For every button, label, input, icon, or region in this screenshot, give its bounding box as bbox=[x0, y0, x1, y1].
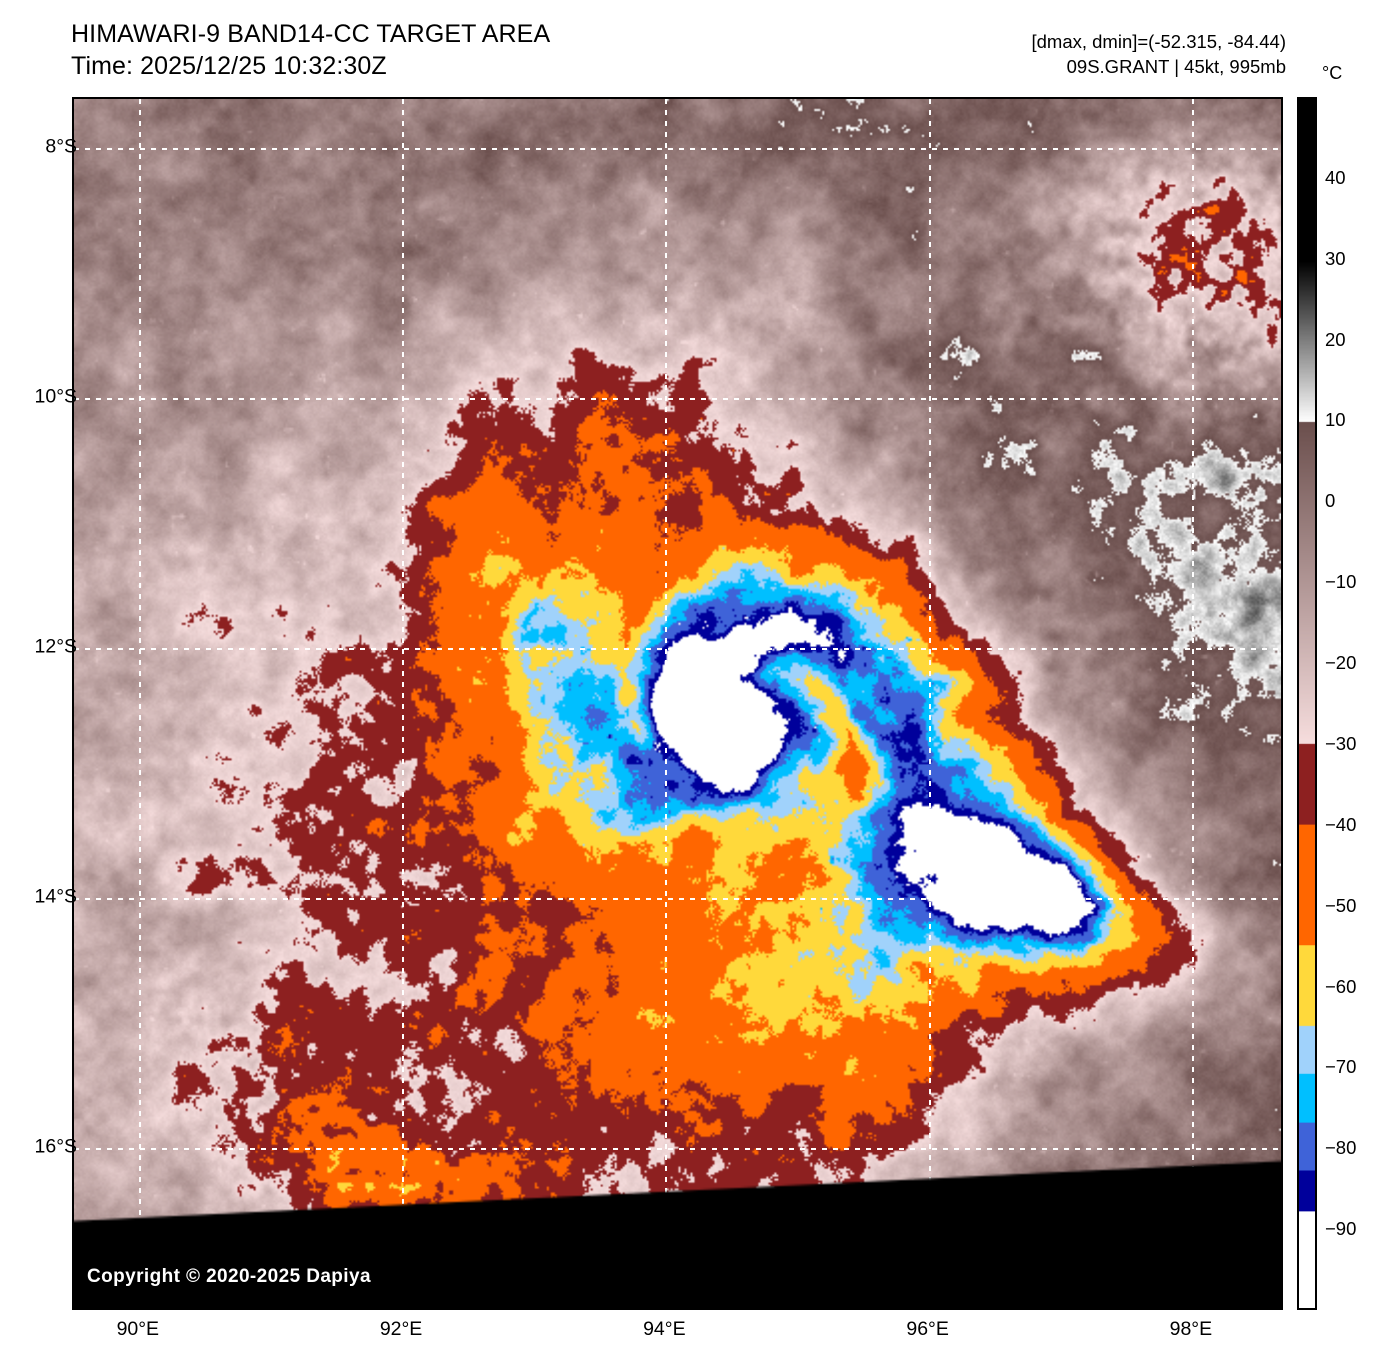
x-tick-label-92: 92°E bbox=[379, 1318, 423, 1340]
satellite-imagery-canvas bbox=[74, 99, 1281, 1308]
colorbar-tick-30: 30 bbox=[1325, 247, 1346, 269]
x-tick-label-96: 96°E bbox=[906, 1318, 949, 1340]
colorbar-tick--50: −50 bbox=[1325, 894, 1357, 916]
timestamp: Time: 2025/12/25 10:32:30Z bbox=[71, 52, 387, 80]
colorbar-gradient bbox=[1299, 99, 1315, 1308]
copyright-notice: Copyright © 2020-2025 Dapiya bbox=[87, 1266, 371, 1287]
colorbar-tick--20: −20 bbox=[1325, 652, 1357, 674]
colorbar-tick--90: −90 bbox=[1325, 1218, 1357, 1240]
y-tick-label-8: 8°S bbox=[45, 135, 77, 158]
colorbar-tick-0: 0 bbox=[1325, 490, 1336, 512]
colorbar-tick--30: −30 bbox=[1325, 732, 1357, 754]
y-tick-label-16: 16°S bbox=[34, 1135, 78, 1158]
colorbar-tick-10: 10 bbox=[1325, 409, 1346, 431]
x-tick-label-98: 98°E bbox=[1169, 1318, 1213, 1340]
colorbar-tick--10: −10 bbox=[1325, 571, 1357, 593]
colorbar-tick--80: −80 bbox=[1325, 1137, 1357, 1159]
y-tick-label-10: 10°S bbox=[34, 385, 78, 408]
x-tick-label-90: 90°E bbox=[116, 1318, 160, 1340]
colorbar-tick-40: 40 bbox=[1325, 166, 1346, 188]
storm-info-readout: 09S.GRANT | 45kt, 995mb bbox=[1066, 56, 1286, 77]
colorbar-tick--40: −40 bbox=[1325, 813, 1357, 835]
colorbar-unit-label: °C bbox=[1322, 63, 1343, 83]
dmax-dmin-readout: [dmax, dmin]=(-52.315, -84.44) bbox=[1031, 31, 1286, 52]
page-title: HIMAWARI-9 BAND14-CC TARGET AREA bbox=[71, 20, 551, 48]
header-right-block: [dmax, dmin]=(-52.315, -84.44) 09S.GRANT… bbox=[1031, 29, 1286, 79]
y-tick-label-12: 12°S bbox=[34, 635, 78, 658]
header-left-block: HIMAWARI-9 BAND14-CC TARGET AREA Time: 2… bbox=[71, 18, 550, 82]
colorbar-tick--60: −60 bbox=[1325, 975, 1357, 997]
y-tick-label-14: 14°S bbox=[34, 885, 78, 908]
satellite-image-plot[interactable]: Copyright © 2020-2025 Dapiya bbox=[72, 97, 1283, 1310]
colorbar[interactable] bbox=[1297, 97, 1317, 1310]
x-tick-label-94: 94°E bbox=[643, 1318, 686, 1340]
colorbar-tick-20: 20 bbox=[1325, 328, 1346, 350]
colorbar-tick--70: −70 bbox=[1325, 1056, 1357, 1078]
